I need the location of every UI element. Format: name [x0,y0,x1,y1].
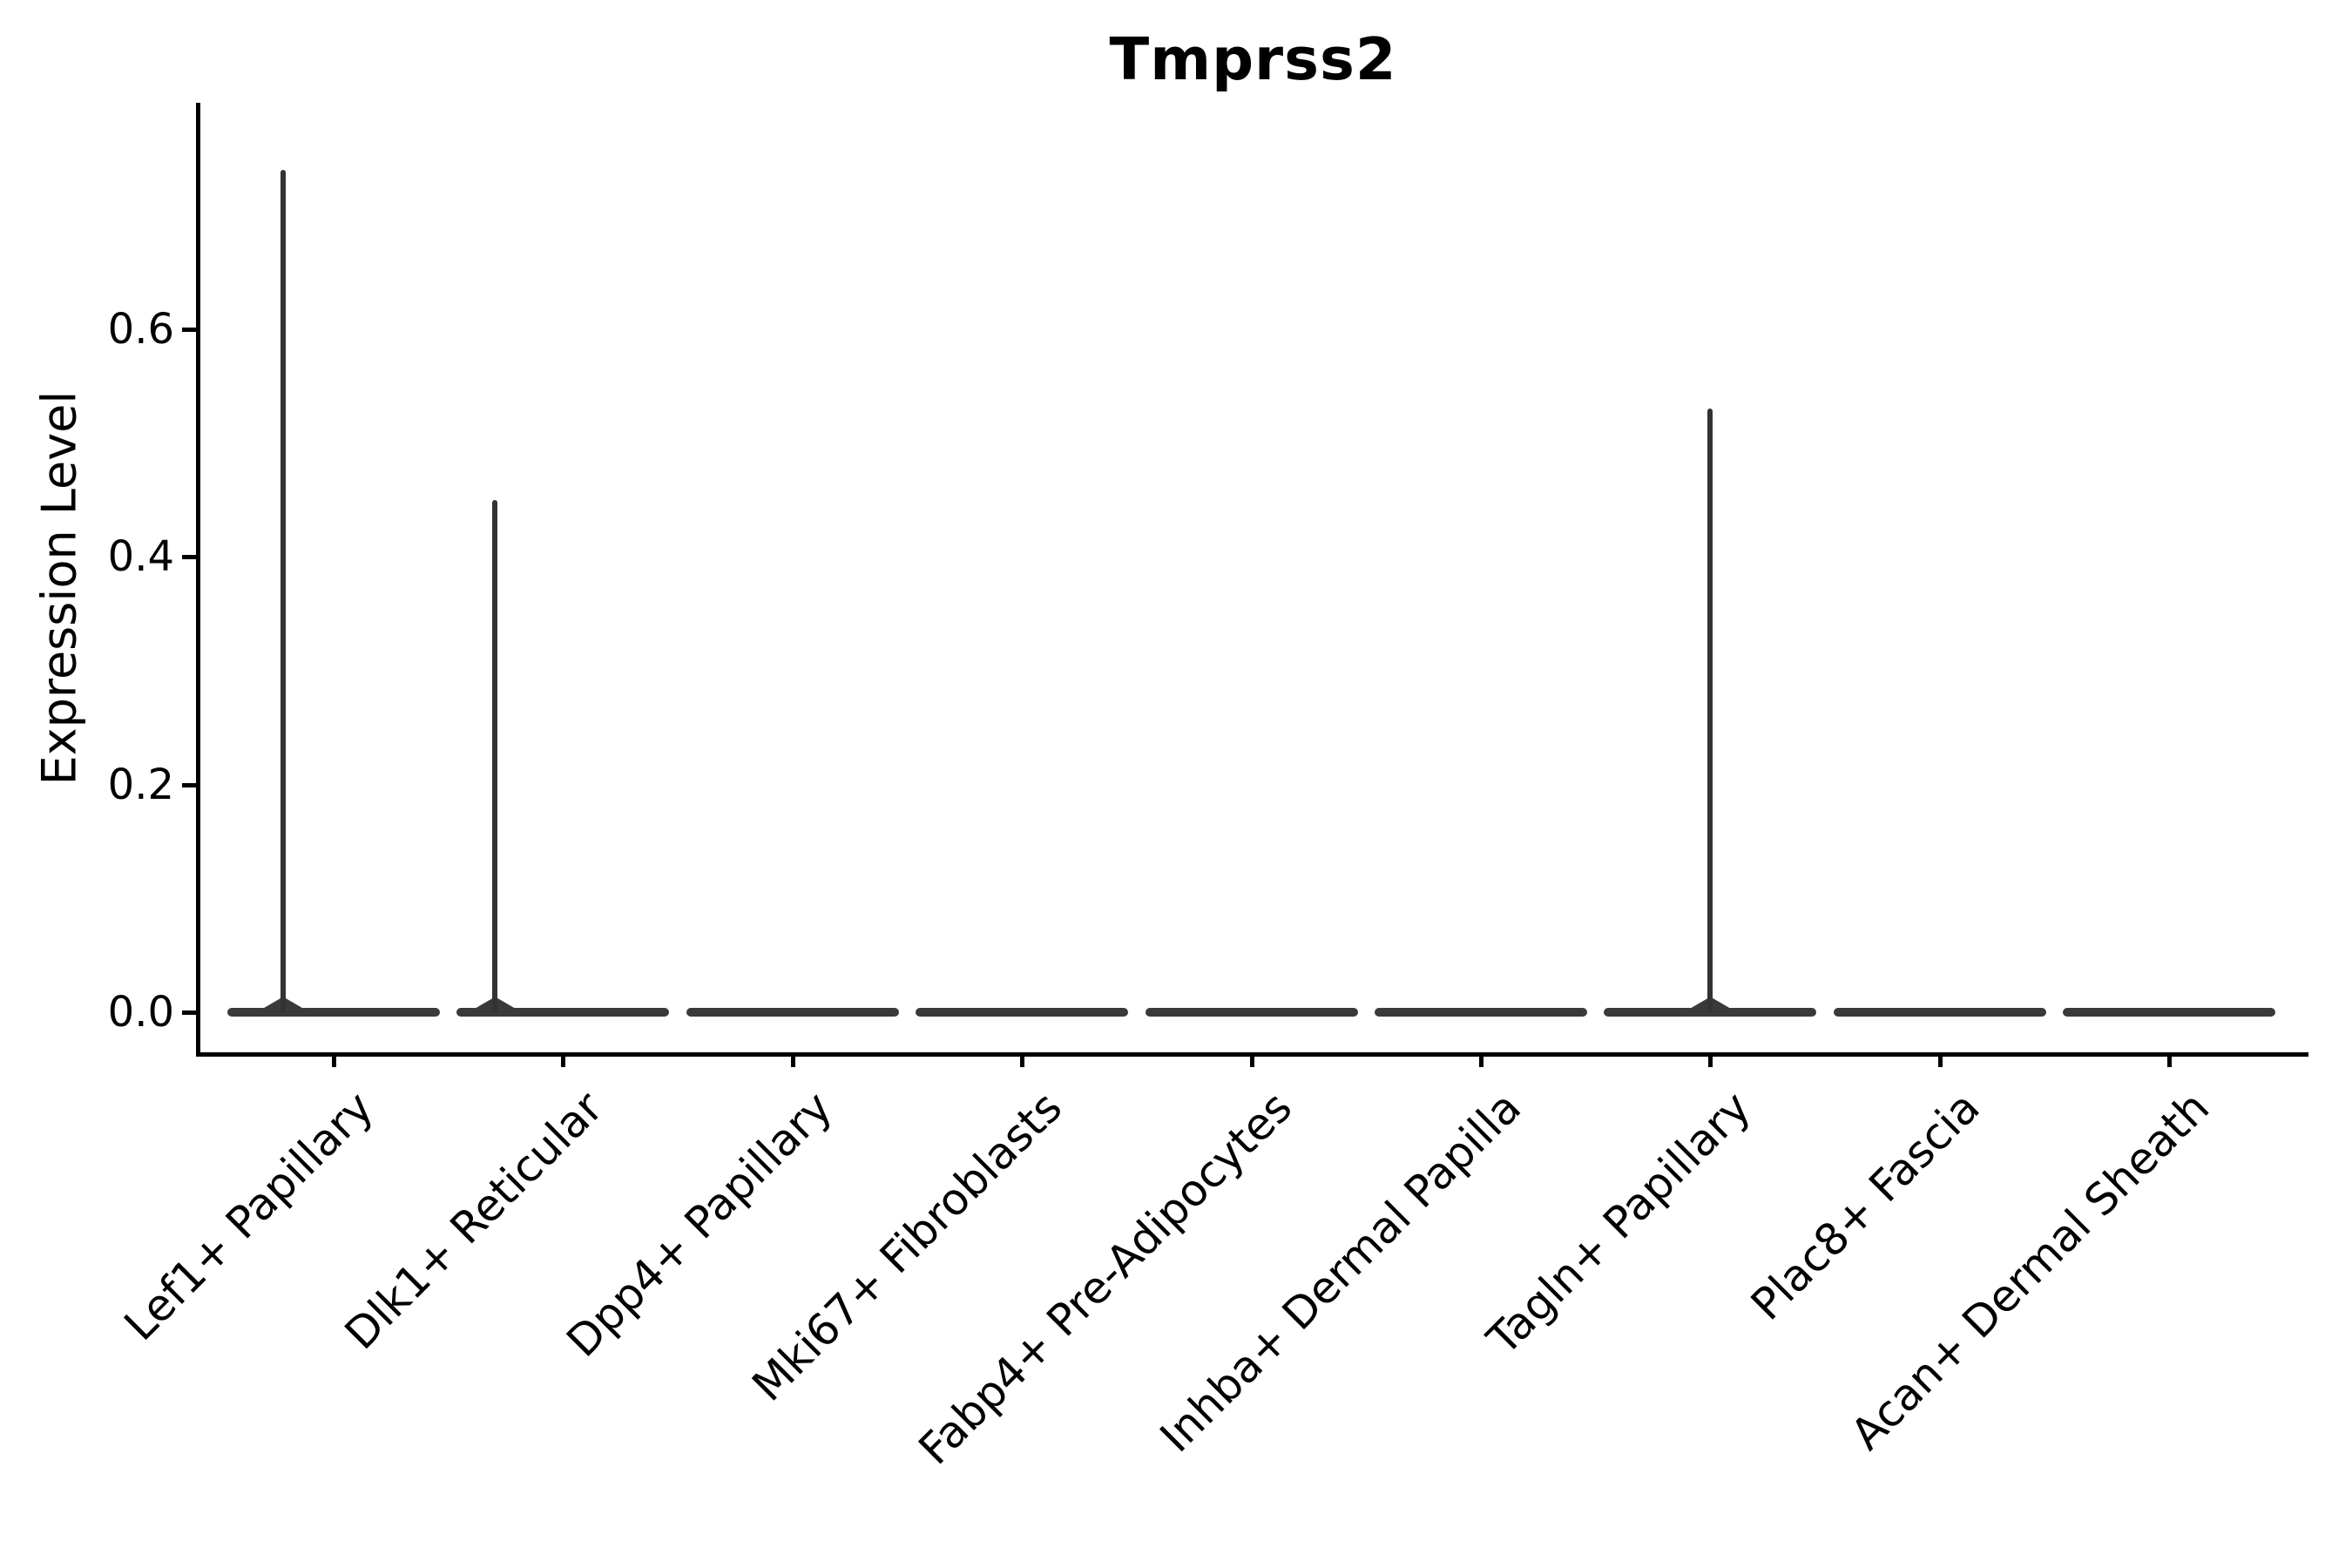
y-tick-label: 0.0 [107,988,174,1037]
x-tick-mark [1708,1052,1713,1067]
violin-body [456,1008,670,1017]
x-tick-mark [561,1052,566,1067]
x-tick-mark [790,1052,795,1067]
y-tick-mark [182,327,196,332]
violin-body [2063,1008,2276,1017]
y-tick-label: 0.4 [107,532,174,582]
violin-body [916,1008,1129,1017]
x-tick-label: Fabp4+ Pre-Adipocytes [909,1082,1301,1475]
violin-body [1375,1008,1587,1017]
x-tick-label: Plac8+ Fascia [1741,1082,1990,1330]
y-tick-label: 0.6 [107,304,174,354]
violin-spike [492,499,498,1012]
violin-body [1833,1008,2046,1017]
x-tick-mark [1479,1052,1484,1067]
y-tick-mark [182,782,196,787]
x-tick-mark [1937,1052,1943,1067]
violin-body [1145,1008,1358,1017]
y-axis-label: Expression Level [31,390,87,786]
x-tick-mark [2167,1052,2173,1067]
violin-body [227,1008,440,1017]
violin-body [1604,1008,1817,1017]
x-tick-mark [1249,1052,1254,1067]
violin-spike [280,170,286,1012]
x-tick-mark [1020,1052,1025,1067]
y-axis-spine [196,103,200,1057]
plot-title: Tmprss2 [1109,25,1397,93]
violin-body [686,1008,899,1017]
y-tick-mark [182,1010,196,1015]
y-tick-label: 0.2 [107,760,174,809]
x-tick-mark [332,1052,336,1067]
x-tick-label: Lef1+ Papillary [114,1082,384,1351]
violin-spike [1707,409,1713,1012]
y-tick-mark [182,555,196,560]
